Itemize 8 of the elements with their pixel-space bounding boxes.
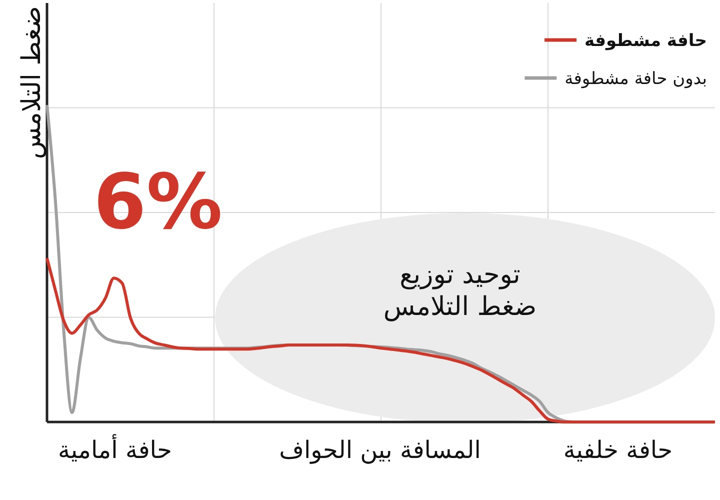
legend-label: بدون حافة مشطوفة (564, 69, 707, 89)
annotation: 6% (93, 157, 223, 246)
text: المسافة بين الحواف (279, 436, 481, 464)
text: حافة خلفية (563, 436, 673, 464)
y-axis-title: ضغط التلامس (17, 6, 47, 160)
annotation: توحيد توزيع ضغط التلامس (383, 260, 537, 322)
legend-label: حافة مشطوفة (584, 31, 707, 51)
text: حافة أمامية (58, 434, 172, 464)
